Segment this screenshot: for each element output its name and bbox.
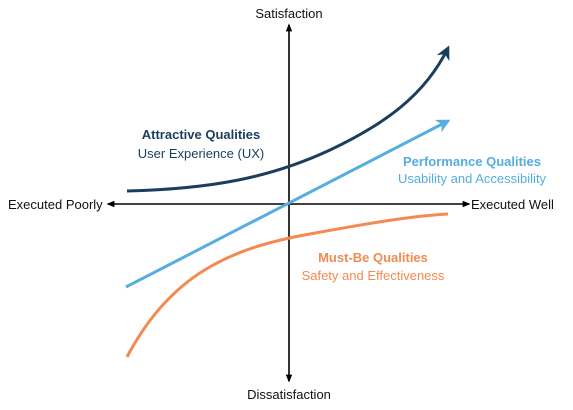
mustbe-subtitle: Safety and Effectiveness — [302, 268, 445, 283]
performance-line — [125, 119, 451, 289]
axis-label-top: Satisfaction — [255, 6, 322, 21]
attractive-curve — [126, 45, 450, 193]
axis-label-left: Executed Poorly — [8, 197, 103, 212]
performance-subtitle: Usability and Accessibility — [398, 171, 547, 186]
attractive-title: Attractive Qualities — [142, 127, 261, 142]
mustbe-title: Must-Be Qualities — [318, 250, 428, 265]
axis-label-bottom: Dissatisfaction — [247, 387, 331, 402]
axis-label-right: Executed Well — [471, 197, 554, 212]
performance-title: Performance Qualities — [403, 154, 541, 169]
attractive-subtitle: User Experience (UX) — [138, 146, 264, 161]
mustbe-curve — [125, 212, 449, 358]
